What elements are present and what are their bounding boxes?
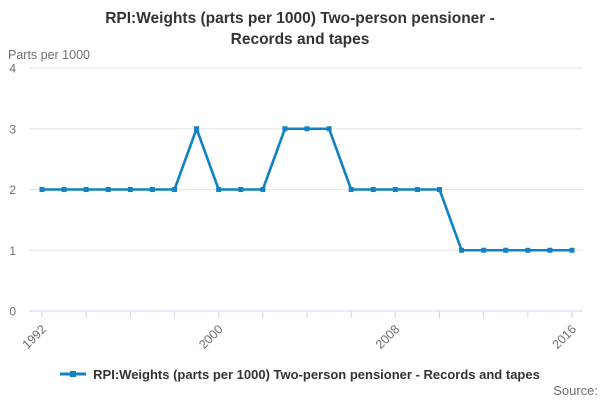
y-tick-label-4: 4 — [9, 62, 16, 76]
chart-title-line-1: RPI:Weights (parts per 1000) Two-person … — [105, 10, 495, 27]
data-point-2012 — [481, 247, 487, 253]
chart-title-line-2: Records and tapes — [230, 31, 370, 48]
data-point-2015 — [547, 247, 553, 253]
chart-title: RPI:Weights (parts per 1000) Two-person … — [0, 8, 600, 50]
source-label: Source: — [553, 383, 598, 398]
data-point-2007 — [370, 187, 376, 192]
data-point-2000 — [216, 187, 222, 192]
data-point-2011 — [459, 247, 465, 253]
x-tick-label-1992: 1992 — [20, 322, 50, 352]
data-point-1999 — [194, 126, 200, 132]
data-point-2013 — [503, 247, 509, 253]
legend-label: RPI:Weights (parts per 1000) Two-person … — [93, 366, 540, 382]
legend: RPI:Weights (parts per 1000) Two-person … — [0, 364, 600, 384]
data-point-1992 — [39, 187, 45, 192]
data-point-2001 — [238, 187, 244, 192]
data-point-2014 — [525, 247, 531, 253]
data-point-1998 — [172, 187, 177, 192]
data-point-1995 — [105, 187, 111, 192]
data-point-2008 — [392, 187, 398, 192]
legend-item-series-1[interactable]: RPI:Weights (parts per 1000) Two-person … — [60, 367, 540, 382]
y-tick-label-0: 0 — [9, 305, 16, 319]
chart-canvas: 0 1 2 3 4 1992 2000 2008 2016 — [9, 62, 583, 352]
data-point-2016 — [569, 247, 575, 253]
data-point-2009 — [414, 187, 420, 192]
y-tick-label-2: 2 — [9, 183, 16, 197]
legend-line-marker-icon — [60, 371, 87, 377]
data-point-2003 — [282, 126, 288, 132]
y-tick-label-1: 1 — [9, 244, 16, 258]
data-point-2004 — [304, 126, 310, 132]
data-point-2002 — [260, 187, 266, 192]
x-tick-label-2016: 2016 — [550, 322, 580, 352]
x-tick-label-2008: 2008 — [373, 322, 403, 352]
data-point-2010 — [437, 187, 442, 192]
data-point-2006 — [348, 187, 354, 192]
data-point-1997 — [149, 187, 155, 192]
data-point-2005 — [326, 126, 332, 132]
data-point-1996 — [127, 187, 133, 192]
y-tick-label-3: 3 — [9, 122, 16, 136]
x-tick-label-2000: 2000 — [196, 322, 226, 352]
data-point-1994 — [83, 187, 89, 192]
data-point-1993 — [61, 187, 67, 192]
y-axis-unit-label: Parts per 1000 — [8, 48, 90, 62]
